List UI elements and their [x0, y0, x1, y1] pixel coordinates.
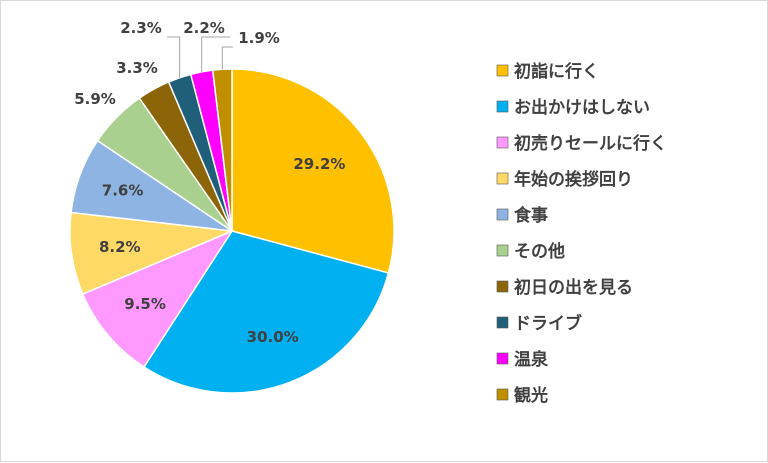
data-labels: 29.2% 30.0% 9.5% 8.2% 7.6% 5.9%3.3% 2.3% 2.2% 1.… [74, 19, 345, 346]
legend-swatch-4 [496, 172, 509, 185]
legend-swatch-5 [496, 208, 509, 221]
pie-slices [69, 68, 395, 394]
legend-swatch-6 [496, 244, 509, 257]
legend-swatch-9 [496, 352, 509, 365]
legend-label-7: 初日の出を見る [514, 277, 633, 298]
legend-label-1: 初詣に行く [514, 61, 599, 82]
data-label-1: 29.2% [293, 155, 345, 173]
leader-lines [167, 36, 233, 78]
data-label-5: 7.6% [102, 182, 144, 200]
data-label-8: 2.3% [120, 19, 162, 37]
legend-swatch-10 [496, 388, 509, 401]
legend-swatch-7 [496, 280, 509, 293]
data-label-10: 1.9% [238, 29, 280, 47]
data-label-3: 9.5% [124, 295, 166, 313]
data-label-9: 2.2% [183, 19, 225, 37]
pie-slice-1 [231, 68, 395, 274]
pie-slice-3 [81, 229, 234, 369]
legend-label-4: 年始の挨拶回り [514, 169, 633, 190]
legend-swatch-2 [496, 100, 509, 113]
data-label-4: 8.2% [99, 238, 141, 256]
legend-label-9: 温泉 [514, 349, 549, 370]
data-label-2: 30.0% [247, 328, 299, 346]
legend-label-8: ドライブ [514, 313, 582, 334]
leader-line-9 [201, 36, 230, 72]
legend-swatch-8 [496, 316, 509, 329]
leader-line-8 [167, 36, 181, 78]
legend-label-2: お出かけはしない [514, 97, 650, 118]
legend: 初詣に行くお出かけはしない初売りセールに行く年始の挨拶回り食事その他初日の出を見… [496, 61, 667, 406]
legend-swatch-3 [496, 136, 509, 149]
data-label-6: 5.9% [74, 90, 116, 108]
legend-swatch-1 [496, 64, 509, 77]
legend-label-5: 食事 [514, 205, 548, 226]
legend-label-6: その他 [514, 241, 565, 262]
legend-label-10: 観光 [514, 385, 548, 406]
pie-slice-2 [142, 230, 390, 394]
legend-label-3: 初売りセールに行く [514, 133, 667, 154]
data-label-7: 3.3% [116, 59, 158, 77]
leader-line-10 [221, 46, 233, 70]
